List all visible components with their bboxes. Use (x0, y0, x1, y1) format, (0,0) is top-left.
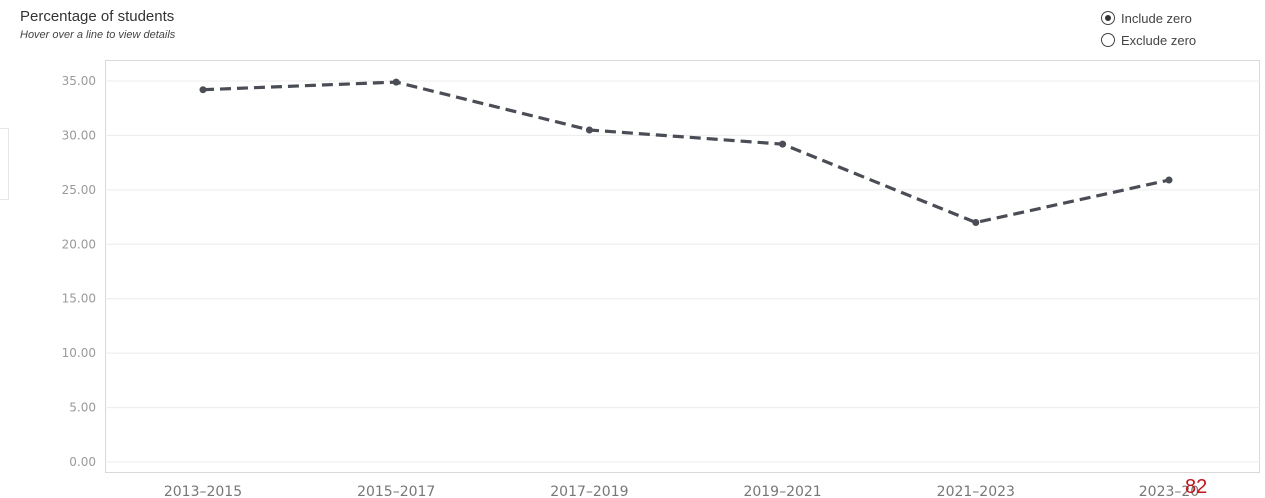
y-tick-label: 25.00 (62, 183, 96, 197)
exclude-zero-option[interactable]: Exclude zero (1101, 29, 1196, 51)
y-tick-label: 10.00 (62, 346, 96, 360)
plot-area (105, 60, 1260, 473)
x-tick-label: 2015–2017 (357, 484, 435, 498)
gridlines (105, 80, 1260, 463)
x-tick-label: 2019–2021 (743, 484, 821, 498)
include-zero-radio[interactable] (1101, 11, 1115, 25)
y-tick-label: 30.00 (62, 128, 96, 142)
y-tick-label: 15.00 (62, 292, 96, 306)
data-point[interactable] (392, 78, 400, 86)
series-line[interactable] (202, 80, 1170, 225)
data-point[interactable] (779, 140, 787, 148)
chart-subtitle: Hover over a line to view details (20, 29, 176, 41)
data-point[interactable] (1165, 176, 1173, 184)
y-tick-label: 20.00 (62, 237, 96, 251)
y-axis-ticks: 35.00 30.00 25.00 20.00 15.00 10.00 5.00 0.00 (62, 74, 96, 469)
data-point[interactable] (972, 219, 980, 227)
data-point[interactable] (199, 86, 207, 94)
zero-toggle-group: Include zero Exclude zero (1101, 7, 1196, 51)
include-zero-option[interactable]: Include zero (1101, 7, 1196, 29)
x-tick-label: 2013–2015 (164, 484, 242, 498)
chart-title: Percentage of students (20, 8, 175, 25)
x-tick-label: 2021–2023 (937, 484, 1015, 498)
left-panel-edge (0, 128, 9, 200)
x-tick-label: 2023–20 (1139, 484, 1199, 498)
y-tick-label: 5.00 (69, 401, 96, 415)
exclude-zero-radio[interactable] (1101, 33, 1115, 47)
x-axis-ticks: 2013–2015 2015–2017 2017–2019 2019–2021 2021… (164, 484, 1199, 498)
x-tick-label: 2017–2019 (550, 484, 628, 498)
include-zero-label: Include zero (1121, 10, 1192, 26)
series-layer[interactable] (199, 78, 1173, 227)
corner-number: 82 (1185, 476, 1208, 498)
y-tick-label: 0.00 (69, 455, 96, 469)
exclude-zero-label: Exclude zero (1121, 32, 1197, 48)
data-point[interactable] (585, 126, 593, 134)
y-tick-label: 35.00 (62, 74, 96, 88)
